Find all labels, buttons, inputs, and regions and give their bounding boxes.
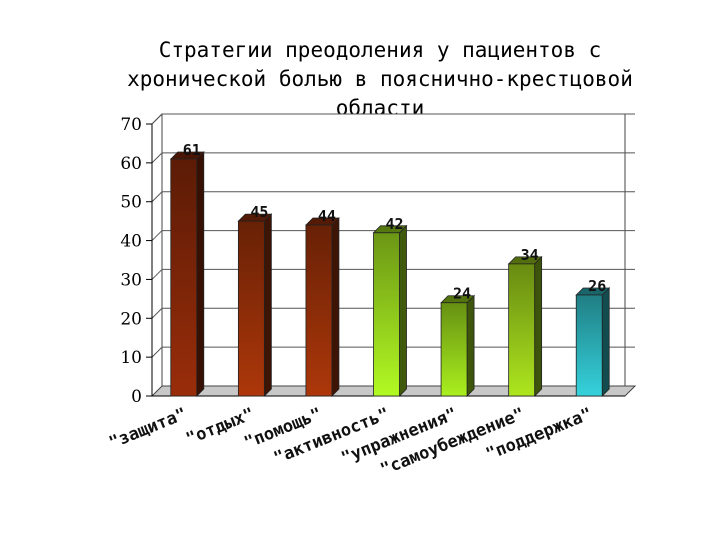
data-label: 34 <box>521 246 539 264</box>
bar <box>508 263 536 397</box>
y-tick-label: 40 <box>120 232 142 252</box>
data-label: 42 <box>385 215 403 233</box>
data-label: 45 <box>250 203 268 221</box>
gridline-side <box>151 152 163 164</box>
y-tick-label: 10 <box>120 348 142 368</box>
y-tick-label: 70 <box>120 115 142 135</box>
bar <box>440 302 468 397</box>
bar <box>575 294 603 397</box>
bar <box>170 158 198 397</box>
gridline-side <box>151 113 163 125</box>
bar-side <box>331 217 340 397</box>
gridline-side <box>151 346 163 358</box>
bar <box>237 220 265 397</box>
y-tick-label: 20 <box>120 309 142 329</box>
bar <box>305 224 333 397</box>
gridline-side <box>151 269 163 280</box>
y-tick-label: 30 <box>120 270 142 290</box>
gridline-side <box>151 230 163 241</box>
bar-side <box>601 287 610 397</box>
bar-side <box>534 255 543 397</box>
y-tick-label: 60 <box>120 154 142 174</box>
chart-title: Стратегии преодоления у пациентов с хрон… <box>127 38 633 120</box>
data-label: 24 <box>453 285 471 303</box>
y-tick-label: 50 <box>120 193 142 213</box>
x-tick-label: "защита" <box>106 404 189 453</box>
data-label: 26 <box>588 277 606 295</box>
bar-side <box>196 151 205 397</box>
y-tick-label: 0 <box>131 387 142 407</box>
data-label: 61 <box>183 141 201 159</box>
bar-side <box>263 213 272 397</box>
bar-side <box>399 224 407 397</box>
gridline-side <box>151 307 163 319</box>
gridline-side <box>151 191 163 203</box>
bar <box>373 232 400 397</box>
bar-side <box>466 294 475 397</box>
data-label: 44 <box>318 207 336 225</box>
